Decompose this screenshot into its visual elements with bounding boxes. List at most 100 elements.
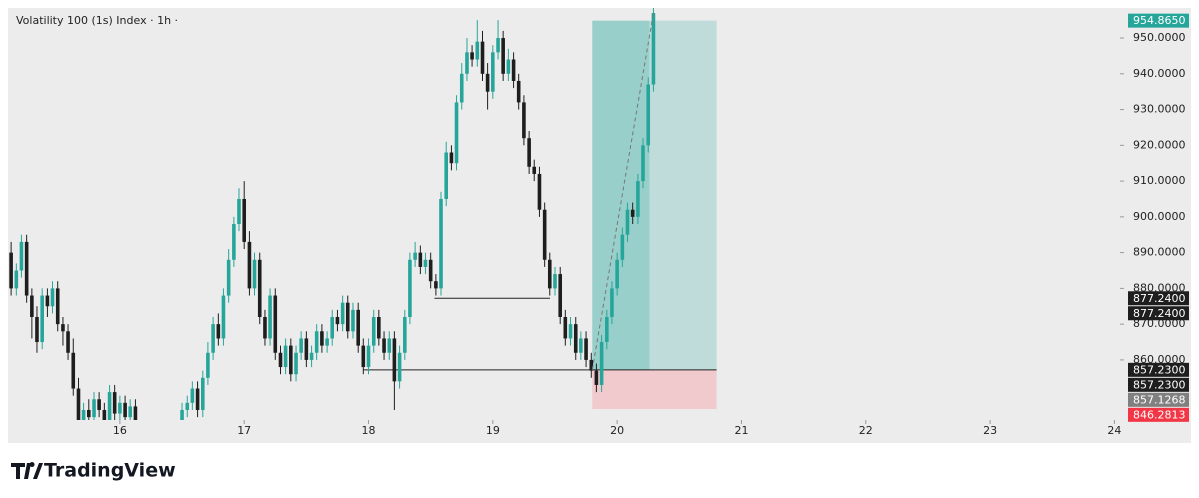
- candle-body: [485, 73, 490, 92]
- candle-body: [299, 338, 303, 353]
- candle-body: [257, 259, 262, 317]
- candle-body: [594, 370, 599, 385]
- y-tick-label: 890.0000: [1133, 246, 1186, 259]
- price-label: 857.2300: [1133, 363, 1186, 376]
- candle-body: [273, 295, 278, 353]
- candle-body: [434, 281, 438, 289]
- x-tick-label: 21: [734, 424, 748, 437]
- candle-body: [263, 317, 267, 339]
- candle-body: [439, 198, 443, 289]
- candle-body: [553, 274, 557, 289]
- candle-body: [102, 409, 107, 420]
- candle-body: [216, 324, 221, 339]
- y-tick-label: 860.0000: [1133, 353, 1186, 366]
- candle-body: [547, 259, 552, 289]
- candle-body: [563, 317, 568, 339]
- candle-body: [14, 270, 19, 289]
- y-tick-label: 880.0000: [1133, 281, 1186, 294]
- candle-body: [392, 338, 397, 382]
- x-tick-label: 23: [983, 424, 997, 437]
- candle-body: [195, 388, 200, 410]
- candle-body: [449, 152, 454, 164]
- candle-body: [366, 345, 371, 368]
- candle-body: [568, 324, 573, 339]
- chart-title: Volatility 100 (1s) Index · 1h ·: [16, 14, 178, 27]
- candle-body: [320, 331, 324, 346]
- candle-body: [107, 392, 112, 420]
- candle-body: [599, 342, 604, 385]
- candle-body: [289, 345, 293, 375]
- price-label-box: [1128, 291, 1189, 306]
- y-tick-label: 900.0000: [1133, 210, 1186, 223]
- candle-body: [24, 241, 29, 296]
- candle-body: [61, 324, 65, 332]
- price-label: 877.2400: [1133, 307, 1186, 320]
- candle-body: [371, 317, 376, 346]
- candle-body: [605, 317, 609, 343]
- candle-body: [625, 209, 630, 235]
- candle-body: [201, 377, 205, 410]
- candle-body: [232, 224, 236, 260]
- candle-body: [351, 309, 355, 332]
- candle-body: [377, 317, 381, 339]
- loss-zone: [592, 369, 717, 409]
- candle-body: [252, 259, 257, 289]
- candle-body: [387, 338, 392, 353]
- candle-body: [573, 324, 578, 353]
- candle-body: [206, 352, 210, 378]
- candle-body: [646, 84, 651, 146]
- candle-body: [190, 388, 195, 403]
- x-tick-label: 17: [237, 424, 251, 437]
- candle-body: [9, 252, 13, 289]
- candle-body: [413, 252, 417, 260]
- candle-body: [408, 259, 412, 317]
- candle-body: [118, 402, 122, 414]
- candle-body: [87, 409, 91, 418]
- candle-body: [403, 317, 407, 353]
- candle-body: [636, 181, 640, 217]
- candle-body: [112, 392, 117, 414]
- candle-body: [589, 359, 594, 371]
- price-label: 846.2813: [1133, 408, 1186, 421]
- candle-body: [475, 41, 480, 60]
- price-label-box: [1128, 377, 1189, 392]
- candle-body: [491, 52, 495, 92]
- price-label-box: [1128, 306, 1189, 321]
- candle-body: [66, 331, 70, 353]
- y-tick-label: 950.0000: [1133, 31, 1186, 44]
- candle-body: [55, 288, 60, 325]
- price-label-box: [1128, 407, 1189, 422]
- candle-body: [579, 338, 583, 353]
- trade-path: [591, 12, 654, 370]
- plot-area: [9, 8, 717, 420]
- price-label-box: [1128, 13, 1189, 28]
- candle-body: [356, 309, 360, 346]
- candle-body: [459, 73, 464, 103]
- candle-body: [30, 295, 34, 317]
- candle-body: [97, 399, 101, 410]
- candle-body: [610, 288, 614, 317]
- x-tick-label: 16: [113, 424, 127, 437]
- candle-body: [470, 52, 474, 60]
- candle-body: [382, 338, 386, 353]
- candle-body: [325, 338, 329, 346]
- axes: 860.0000 870.0000 880.0000 890.0000 900.0000…: [113, 13, 1189, 437]
- candle-body: [294, 352, 298, 375]
- candle-body: [454, 102, 459, 164]
- y-tick-label: 910.0000: [1133, 174, 1186, 187]
- candle-body: [268, 295, 272, 339]
- candle-body: [128, 406, 133, 418]
- candle-body: [50, 288, 55, 307]
- candle-body: [76, 388, 81, 420]
- candle-body: [361, 345, 366, 368]
- x-tick-label: 22: [859, 424, 873, 437]
- candle-body: [480, 41, 485, 74]
- candle-body: [211, 324, 215, 353]
- candle-body: [641, 145, 645, 182]
- candle-body: [418, 252, 423, 267]
- candle-body: [630, 209, 635, 217]
- candle-body: [304, 338, 309, 360]
- candle-body: [584, 338, 588, 360]
- candle-body: [620, 234, 625, 260]
- candle-body: [71, 352, 76, 389]
